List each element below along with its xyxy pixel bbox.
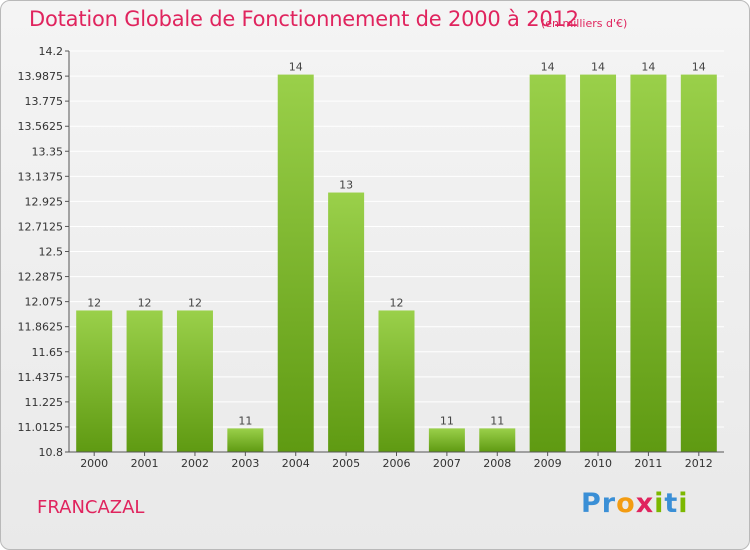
- y-tick-label: 14.2: [39, 45, 64, 58]
- data-labels: 12 12 12 11 14 13 12 11 11 14 14 14 14: [87, 61, 706, 428]
- bar-2006[interactable]: [378, 310, 415, 452]
- x-tick-label: 2001: [131, 457, 159, 470]
- x-tick-label: 2010: [584, 457, 612, 470]
- y-tick-labels: 14.2 13.9875 13.775 13.5625 13.35 13.1375 12.9…: [18, 45, 64, 459]
- y-tick-label: 12.7125: [18, 220, 64, 233]
- y-tick-label: 10.8: [39, 446, 64, 459]
- logo-letter: x: [635, 488, 655, 519]
- y-tick-label: 12.2875: [18, 271, 64, 284]
- bar-2009[interactable]: [529, 74, 566, 453]
- logo-letter: i: [678, 488, 689, 519]
- axes: [65, 50, 724, 456]
- data-label: 13: [339, 179, 353, 192]
- data-label: 11: [490, 414, 504, 427]
- y-tick-label: 11.4375: [18, 371, 64, 384]
- chart-subtitle: (en milliers d'€): [541, 17, 628, 30]
- data-label: 12: [87, 296, 101, 309]
- x-tick-label: 2005: [332, 457, 360, 470]
- bar-2001[interactable]: [126, 310, 163, 452]
- commune-name: FRANCAZAL: [37, 497, 145, 518]
- y-tick-label: 13.1375: [18, 170, 64, 183]
- x-tick-label: 2004: [282, 457, 310, 470]
- bars: [76, 74, 717, 453]
- proxiti-logo[interactable]: Proxiti: [581, 488, 689, 519]
- bar-2011[interactable]: [630, 74, 667, 453]
- y-tick-label: 13.775: [25, 95, 64, 108]
- x-tick-label: 2009: [534, 457, 562, 470]
- y-tick-label: 11.0125: [18, 421, 64, 434]
- bar-2008[interactable]: [479, 428, 516, 452]
- data-label: 11: [238, 414, 252, 427]
- y-tick-label: 12.075: [25, 296, 64, 309]
- data-label: 14: [541, 61, 555, 74]
- bar-2007[interactable]: [428, 428, 465, 452]
- bar-2000[interactable]: [76, 310, 113, 452]
- x-tick-label: 2006: [383, 457, 411, 470]
- logo-letter: t: [664, 488, 679, 519]
- y-tick-label: 13.35: [32, 145, 64, 158]
- data-label: 12: [138, 296, 152, 309]
- bar-2005[interactable]: [328, 192, 365, 452]
- data-label: 14: [591, 61, 605, 74]
- bar-2002[interactable]: [176, 310, 213, 452]
- data-label: 12: [188, 296, 202, 309]
- data-label: 14: [641, 61, 655, 74]
- x-tick-label: 2012: [685, 457, 713, 470]
- y-tick-label: 12.925: [25, 195, 64, 208]
- chart-title: Dotation Globale de Fonctionnement de 20…: [29, 7, 579, 31]
- data-label: 12: [390, 296, 404, 309]
- y-tick-label: 11.225: [25, 396, 64, 409]
- x-tick-labels: 2000 2001 2002 2003 2004 2005 2006 2007 2008 2009…: [80, 457, 713, 470]
- x-tick-label: 2002: [181, 457, 209, 470]
- bar-2003[interactable]: [227, 428, 264, 452]
- data-label: 11: [440, 414, 454, 427]
- x-tick-label: 2000: [80, 457, 108, 470]
- logo-letter: o: [616, 488, 636, 519]
- logo-letter: i: [654, 488, 665, 519]
- x-tick-label: 2008: [483, 457, 511, 470]
- y-tick-label: 11.65: [32, 346, 64, 359]
- logo-letter: r: [601, 488, 617, 519]
- y-tick-label: 12.5: [39, 246, 64, 259]
- y-tick-label: 13.5625: [18, 120, 64, 133]
- x-tick-label: 2011: [634, 457, 662, 470]
- x-tick-label: 2007: [433, 457, 461, 470]
- y-tick-label: 13.9875: [18, 70, 64, 83]
- logo-letter: P: [581, 488, 602, 519]
- x-tick-label: 2003: [231, 457, 259, 470]
- bar-2012[interactable]: [680, 74, 717, 453]
- bar-2010[interactable]: [580, 74, 617, 453]
- y-tick-label: 11.8625: [18, 321, 64, 334]
- data-label: 14: [289, 61, 303, 74]
- data-label: 14: [692, 61, 706, 74]
- bar-2004[interactable]: [277, 74, 314, 453]
